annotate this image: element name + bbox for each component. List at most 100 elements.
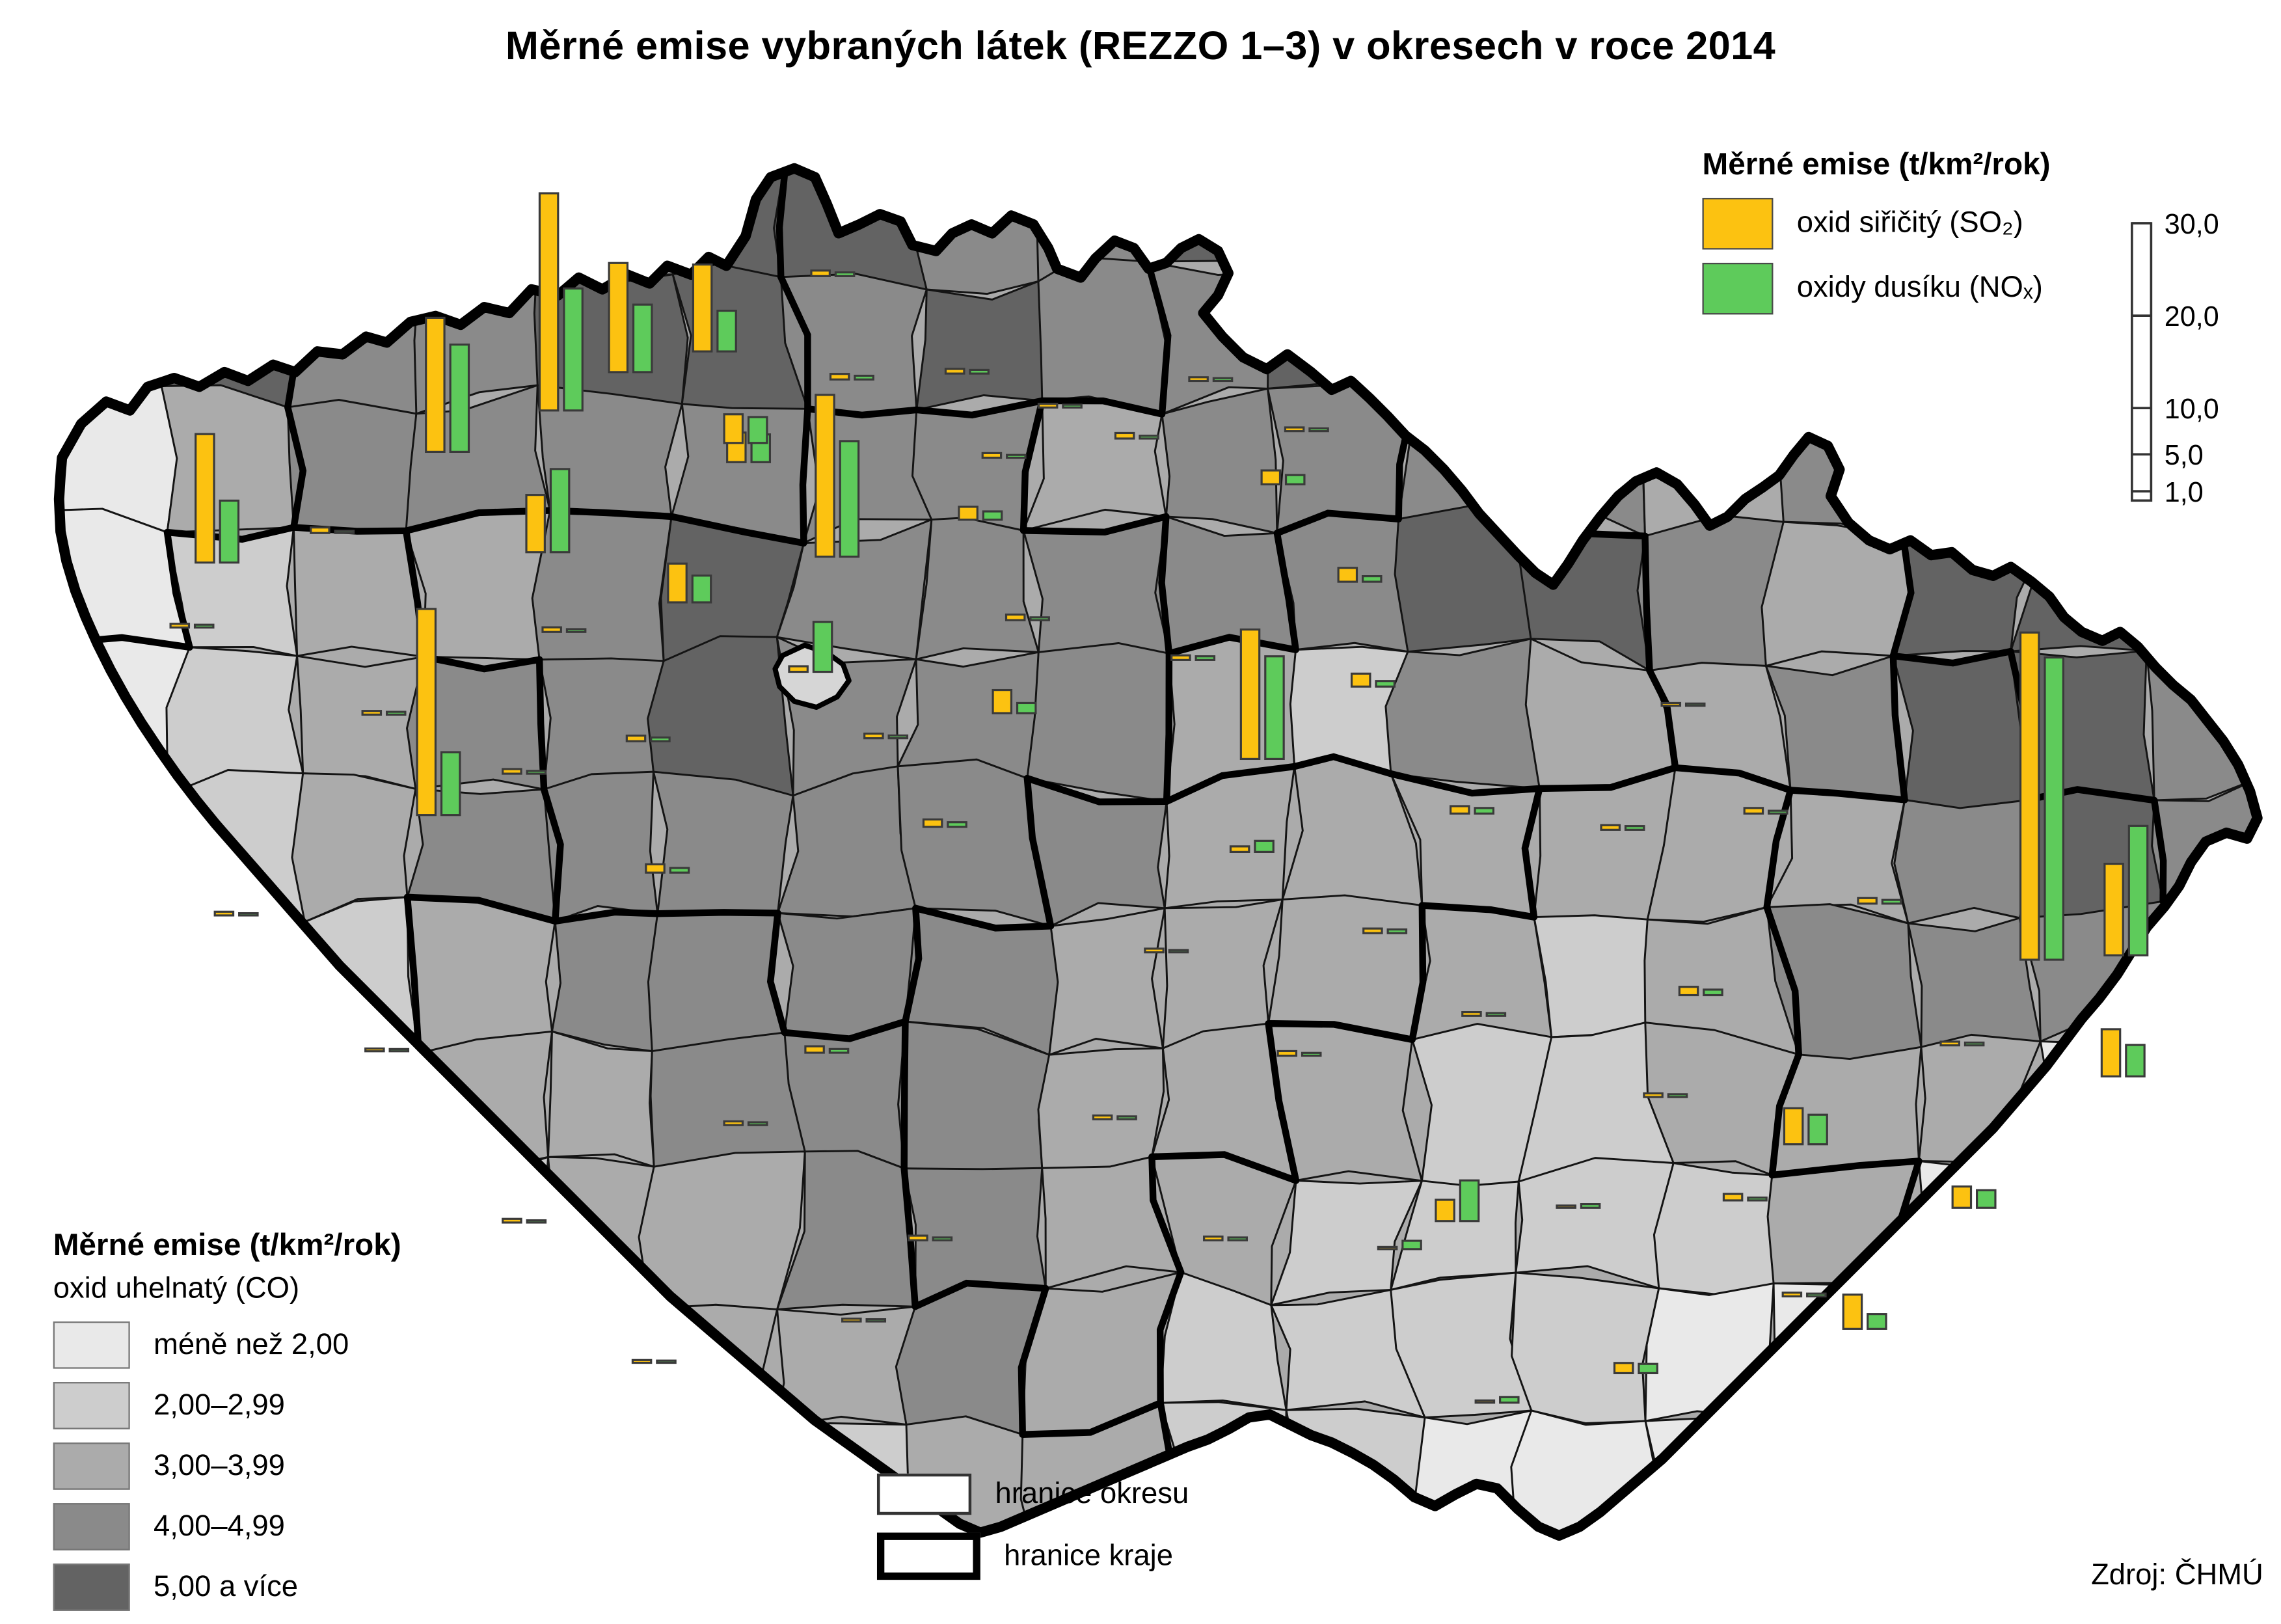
emission-bar (1461, 1011, 1482, 1017)
emission-bar (944, 368, 965, 375)
kraj-border-segment (1023, 774, 1055, 930)
emission-bar (1643, 1092, 1664, 1098)
emission-bar (1951, 1185, 1973, 1209)
emission-bar (2125, 1044, 2146, 1077)
emission-bar (1459, 1179, 1480, 1223)
kraj-border-segment (902, 904, 923, 1025)
district-cell (59, 1031, 182, 1162)
emission-bar (829, 373, 850, 381)
district-bar-pair (1783, 1107, 1828, 1146)
kraj-border-segment (777, 273, 811, 413)
emission-bar (385, 710, 407, 716)
legend-item-so2: oxid siřičitý (SO₂) (1702, 198, 2051, 250)
kraj-border-segment (1019, 397, 1046, 534)
district-bar-pair (1643, 1092, 1688, 1098)
district-cell (1765, 1282, 1911, 1420)
emission-bar (1783, 1107, 1804, 1146)
district-cell (1518, 168, 1677, 283)
emission-bar (1939, 1040, 1960, 1047)
emission-bar (1747, 1197, 1768, 1202)
district-cell (2033, 1305, 2167, 1411)
kraj-border-segment (420, 653, 543, 673)
emission-bar (1485, 1012, 1507, 1017)
district-cell (551, 911, 659, 1053)
emission-bar (691, 575, 712, 604)
kraj-border-segment (293, 1022, 304, 1180)
emission-bar (1029, 616, 1050, 621)
emission-bar (1284, 426, 1305, 433)
district-cell (406, 896, 556, 1055)
kraj-border-segment (2031, 1400, 2169, 1424)
district-cell (1048, 907, 1166, 1056)
kraj-border-segment (2162, 1400, 2258, 1414)
district-bar-pair (645, 863, 690, 874)
district-cell (1518, 258, 1677, 415)
co-class-3-label: 4,00–4,99 (154, 1509, 285, 1543)
kraj-border-segment (172, 1141, 302, 1180)
emission-bar (1667, 1093, 1688, 1098)
district-cell (1267, 271, 1418, 390)
so2-label: oxid siřičitý (SO₂) (1796, 206, 2023, 239)
emission-bar (834, 271, 856, 277)
district-bar-pair (608, 262, 653, 373)
district-cell (1653, 1162, 1788, 1296)
district-bar-pair (992, 688, 1037, 714)
district-cell (292, 1025, 437, 1185)
emission-bar (1254, 839, 1275, 853)
kraj-border-segment (1163, 763, 1298, 805)
kraj-border-segment (1413, 381, 1537, 418)
kraj-border-segment (163, 528, 193, 651)
emission-bar (1499, 1396, 1520, 1404)
district-bar-pair (1144, 947, 1189, 954)
kraj-border-segment (279, 168, 301, 267)
emission-bar (1768, 809, 1788, 815)
district-cell (2145, 519, 2258, 669)
emission-bar (1188, 376, 1209, 383)
district-bar-pair (195, 433, 240, 564)
kraj-border-segment (1409, 902, 1427, 1044)
district-bar-pair (541, 626, 587, 633)
emission-bar (1743, 807, 1764, 815)
emission-bar (1435, 1198, 1455, 1223)
kraj-border-segment (1148, 1151, 1300, 1184)
emission-bar (982, 510, 1003, 521)
district-cell (535, 168, 694, 278)
co-class-2-swatch (53, 1442, 130, 1490)
district-bar-pair (863, 732, 909, 740)
legend-co: Měrné emise (t/km²/rok) oxid uhelnatý (C… (53, 1228, 401, 1624)
kraj-border-segment (284, 403, 307, 531)
emission-bar (1976, 1189, 1997, 1209)
kraj-border-segment (1019, 513, 1170, 536)
emission-bar (716, 309, 737, 353)
district-bar-pair (1449, 805, 1494, 815)
emission-bar (887, 734, 909, 740)
co-class-row: 3,00–3,99 (53, 1442, 401, 1490)
district-cell (1267, 383, 1418, 534)
district-bar-pair (1474, 1396, 1520, 1404)
district-cell (418, 168, 559, 280)
emission-bar (632, 303, 653, 373)
emission-bar (1781, 1292, 1803, 1298)
kraj-border-segment (2031, 1306, 2047, 1414)
emission-bar (449, 344, 470, 453)
district-bar-pair (788, 621, 833, 673)
emission-bar (1474, 807, 1494, 815)
district-bar-pair (1276, 1049, 1322, 1057)
district-bar-pair (1188, 376, 1234, 383)
district-cell (1886, 1409, 2044, 1536)
emission-bar (1227, 1236, 1248, 1241)
country-outline (53, 163, 2263, 1541)
district-bar-pair (1939, 1040, 1985, 1047)
emission-bar (1212, 377, 1234, 383)
co-class-4-label: 5,00 a více (154, 1570, 299, 1603)
emission-bar (1006, 453, 1027, 459)
emission-bar (2103, 863, 2124, 956)
emission-bar (1703, 988, 1723, 997)
district-cell (2029, 1149, 2165, 1323)
emission-bar (810, 269, 831, 277)
district-bar-pair (667, 562, 712, 604)
district-cell (292, 526, 425, 658)
emission-bar (238, 912, 259, 917)
district-bar-pair (944, 368, 990, 375)
kraj-border-segment (913, 397, 1046, 419)
